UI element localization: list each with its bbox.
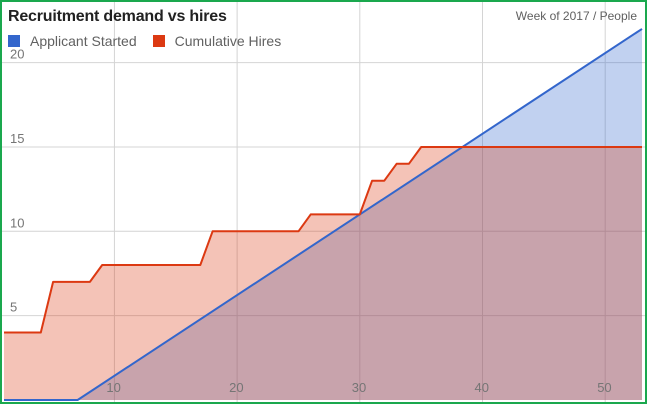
line-cumulative-hires [4, 146, 642, 334]
legend-item-applicant-started[interactable]: Applicant Started [8, 33, 137, 49]
y-tick-label-10: 10 [10, 215, 24, 230]
legend-item-cumulative-hires[interactable]: Cumulative Hires [152, 33, 282, 49]
y-tick-label-5: 5 [10, 300, 17, 315]
area-cumulative-hires [4, 147, 642, 400]
legend-label-cumulative-hires: Cumulative Hires [174, 33, 282, 49]
area-applicant-started [4, 28, 642, 401]
y-tick-label-15: 15 [10, 131, 24, 146]
line-applicant-started [4, 28, 643, 401]
chart-legend: Applicant Started Cumulative Hires [8, 33, 297, 49]
x-tick-label-20: 20 [229, 380, 243, 395]
x-tick-label-30: 30 [352, 380, 366, 395]
units-label: Week of 2017 / People [515, 9, 637, 23]
y-tick-label-20: 20 [10, 47, 24, 62]
legend-swatch-cumulative-hires [152, 35, 165, 47]
legend-label-applicant-started: Applicant Started [30, 33, 137, 49]
x-tick-label-50: 50 [597, 380, 611, 395]
legend-swatch-applicant-started [8, 35, 20, 47]
chart-title: Recruitment demand vs hires [8, 8, 227, 25]
x-tick-label-10: 10 [106, 380, 120, 395]
x-tick-label-40: 40 [475, 380, 489, 395]
